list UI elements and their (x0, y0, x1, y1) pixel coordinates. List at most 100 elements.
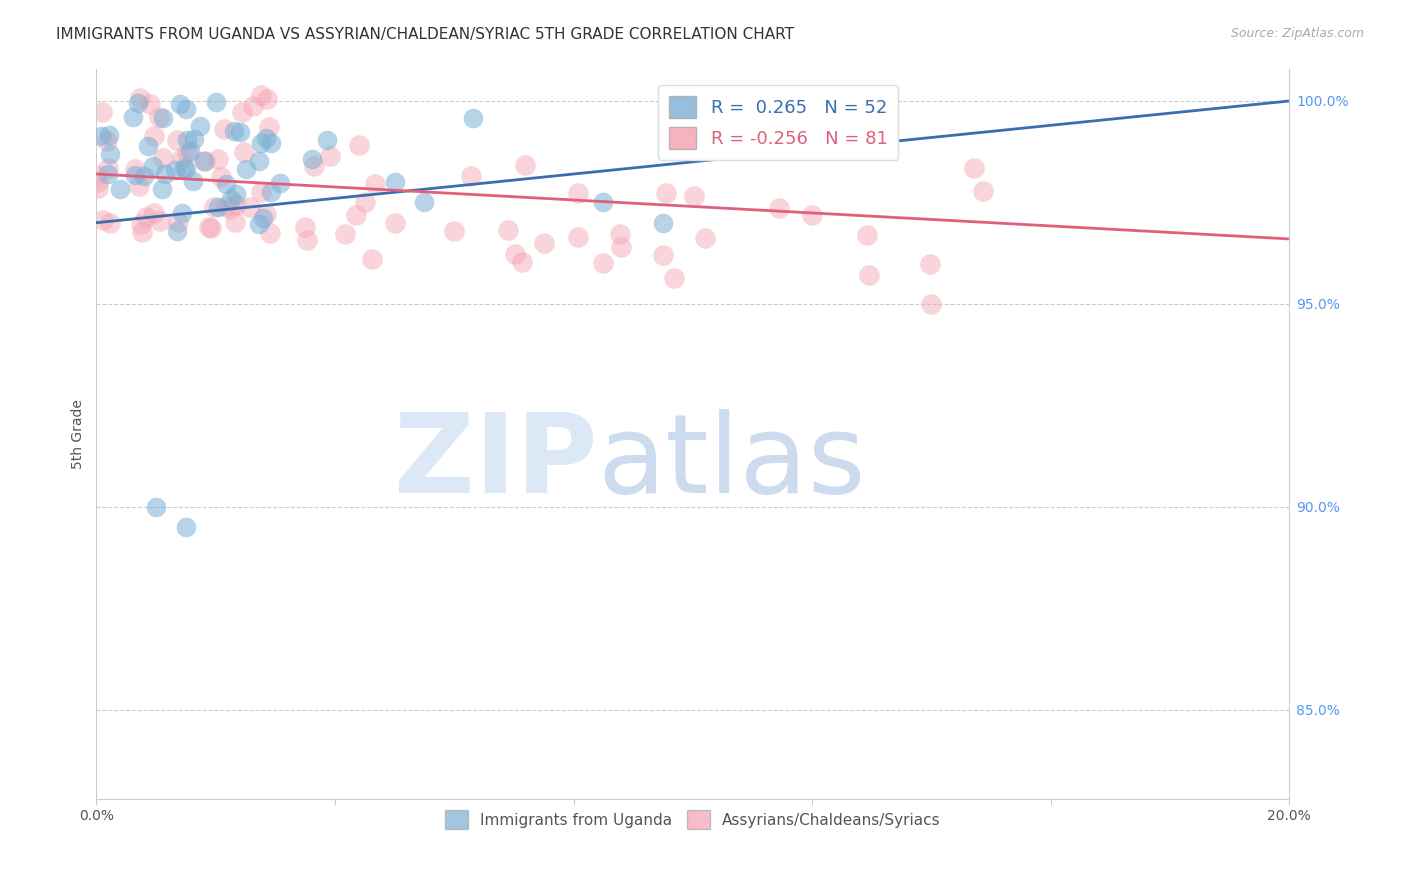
Point (567, 186, 589, 200)
Point (294, 219, 316, 234)
Point (198, 219, 221, 234)
Point (129, 91, 152, 105)
Point (222, 124, 245, 138)
Point (96, 134, 118, 148)
Point (152, 151, 174, 165)
Point (98, 215, 121, 229)
Point (215, 177, 238, 191)
Point (152, 111, 174, 125)
Point (344, 208, 367, 222)
Point (229, 125, 252, 139)
Point (360, 252, 382, 266)
Point (181, 174, 204, 188)
Point (801, 208, 824, 222)
Point (304, 159, 326, 173)
Point (225, 186, 247, 201)
Point (609, 227, 631, 241)
Point (260, 186, 283, 200)
Point (461, 112, 484, 126)
Point (295, 233, 318, 247)
Point (139, 97, 162, 112)
Point (97, 167, 120, 181)
Point (252, 211, 274, 226)
Point (768, 201, 790, 215)
Point (224, 215, 246, 229)
Point (347, 137, 370, 152)
Point (212, 121, 235, 136)
Point (98, 147, 121, 161)
Point (652, 248, 675, 262)
Point (918, 257, 941, 271)
Point (174, 520, 197, 534)
Point (127, 95, 149, 110)
Text: atlas: atlas (598, 409, 866, 516)
Point (652, 216, 675, 230)
Point (592, 256, 614, 270)
Point (202, 201, 225, 215)
Point (269, 176, 291, 190)
Point (460, 169, 482, 184)
Point (513, 158, 536, 172)
Point (533, 235, 555, 250)
Point (124, 168, 146, 182)
Point (136, 139, 159, 153)
Point (235, 161, 257, 176)
Point (194, 153, 217, 168)
Text: Source: ZipAtlas.com: Source: ZipAtlas.com (1230, 27, 1364, 40)
Point (149, 214, 172, 228)
Point (333, 227, 356, 241)
Point (169, 97, 191, 112)
Point (682, 189, 704, 203)
Point (153, 167, 176, 181)
Point (963, 161, 986, 175)
Point (242, 99, 264, 113)
Point (315, 133, 337, 147)
Point (176, 146, 198, 161)
Point (231, 105, 253, 120)
Point (610, 240, 633, 254)
Point (128, 179, 150, 194)
Point (363, 177, 385, 191)
Point (163, 163, 186, 178)
Point (172, 151, 194, 165)
Point (87, 181, 110, 195)
Point (166, 133, 188, 147)
Point (664, 271, 686, 285)
Point (86, 168, 108, 182)
Point (256, 92, 278, 106)
Point (129, 217, 152, 231)
Point (225, 198, 247, 212)
Point (167, 214, 190, 228)
Point (141, 159, 163, 173)
Point (247, 217, 270, 231)
Point (176, 133, 198, 147)
Point (183, 132, 205, 146)
Point (209, 170, 232, 185)
Point (90, 128, 112, 143)
Point (249, 136, 271, 151)
Point (259, 226, 281, 240)
Point (443, 224, 465, 238)
Point (108, 182, 131, 196)
Point (142, 129, 165, 144)
Point (135, 210, 157, 224)
Point (207, 153, 229, 167)
Point (693, 231, 716, 245)
Point (503, 247, 526, 261)
Point (98, 128, 121, 142)
Point (134, 169, 156, 183)
Point (97, 161, 120, 175)
Point (166, 224, 188, 238)
Y-axis label: 5th Grade: 5th Grade (72, 399, 86, 468)
Point (173, 161, 195, 175)
Point (567, 230, 589, 244)
Point (207, 200, 229, 214)
Point (148, 110, 170, 124)
Point (496, 223, 519, 237)
Point (592, 195, 614, 210)
Point (301, 152, 323, 166)
Point (124, 162, 146, 177)
Point (239, 200, 262, 214)
Point (179, 145, 201, 159)
Point (219, 202, 242, 216)
